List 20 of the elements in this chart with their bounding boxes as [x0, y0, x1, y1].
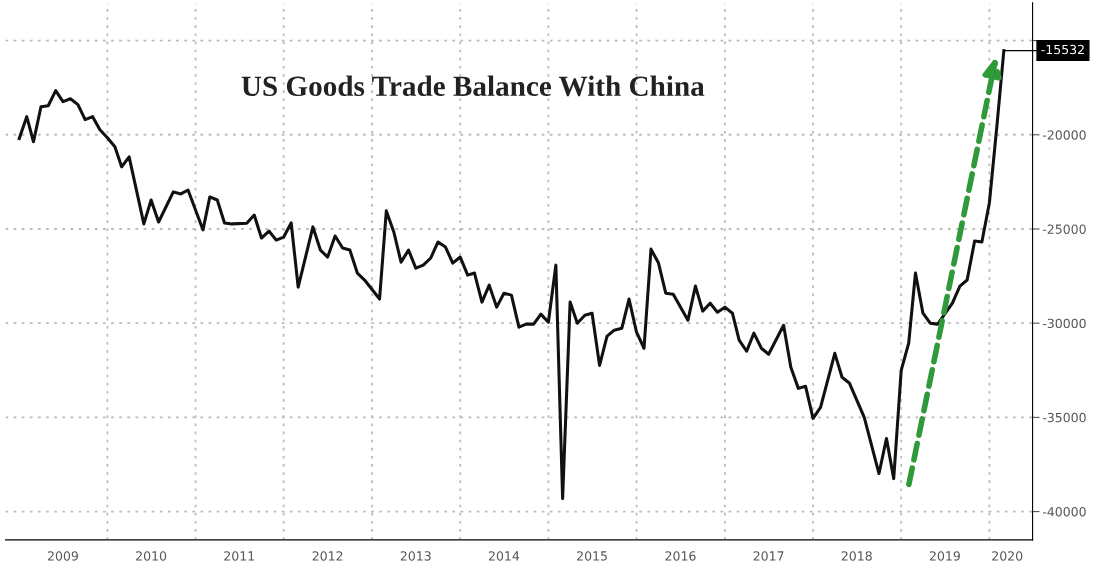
x-tick-label: 2015	[577, 551, 607, 561]
x-tick-label: 2011	[224, 551, 254, 561]
text: US Goods Trade Balance With China	[241, 75, 705, 97]
y-tick-label: -30000	[1042, 318, 1086, 329]
x-tick-label: 2012	[312, 551, 343, 561]
x-tick-label: 2019	[929, 551, 960, 561]
x-tick-label: 2009	[47, 551, 78, 561]
x-tick-label: 2020	[992, 551, 1023, 561]
y-tick-label: -40000	[1042, 507, 1086, 517]
x-tick-label: 2018	[841, 551, 872, 561]
x-tick-label: 2010	[136, 551, 167, 561]
x-tick-label: 2016	[665, 551, 696, 561]
x-tick-label: 2014	[488, 551, 520, 561]
y-tick-label: -25000	[1042, 224, 1086, 234]
annotation: -15532	[1041, 44, 1084, 55]
x-tick-label: 2013	[400, 551, 431, 561]
x-tick-label: 2017	[753, 551, 784, 561]
y-tick-label: -35000	[1042, 412, 1086, 423]
line-series	[17, 49, 1006, 501]
y-tick-label: -20000	[1042, 130, 1086, 140]
